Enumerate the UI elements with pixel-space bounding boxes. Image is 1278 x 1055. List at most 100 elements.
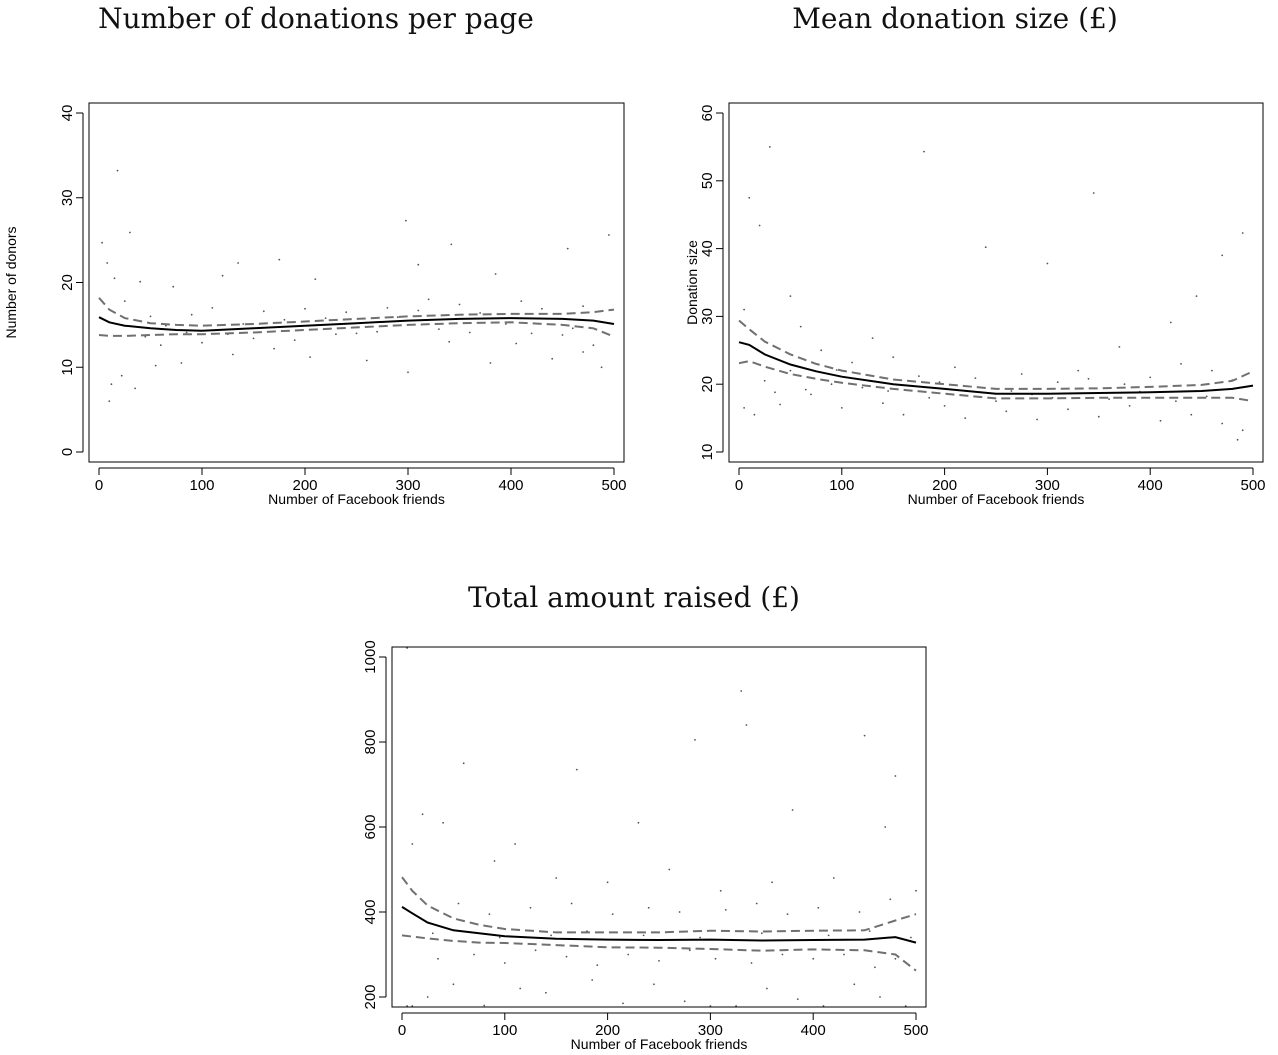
lower-confidence-band bbox=[738, 360, 1254, 403]
x-tick-label: 500 bbox=[903, 1022, 928, 1039]
data-point bbox=[928, 396, 931, 399]
data-point bbox=[172, 285, 175, 288]
data-point bbox=[830, 383, 833, 386]
data-point bbox=[600, 366, 603, 369]
x-axis-label: Number of Facebook friends bbox=[268, 491, 445, 507]
data-point bbox=[582, 305, 584, 308]
data-point bbox=[134, 387, 137, 390]
data-point bbox=[892, 356, 895, 358]
data-point bbox=[448, 340, 451, 343]
data-point bbox=[293, 339, 296, 341]
data-point bbox=[396, 316, 399, 319]
x-tick-label: 0 bbox=[398, 1022, 406, 1039]
data-point bbox=[1205, 395, 1208, 398]
data-point bbox=[832, 877, 835, 879]
data-point bbox=[473, 953, 475, 956]
data-point bbox=[1056, 381, 1059, 384]
plot-frame bbox=[391, 646, 927, 1008]
data-point bbox=[868, 930, 871, 932]
data-point bbox=[904, 1005, 907, 1007]
data-point bbox=[871, 337, 874, 339]
data-point bbox=[520, 300, 523, 302]
data-point bbox=[889, 898, 892, 901]
x-tick-label: 100 bbox=[189, 477, 214, 494]
x-tick-label: 100 bbox=[829, 477, 854, 494]
data-point bbox=[575, 768, 578, 771]
data-point bbox=[149, 315, 152, 318]
data-point bbox=[304, 307, 306, 310]
x-tick-label: 500 bbox=[601, 477, 626, 494]
data-point bbox=[376, 330, 378, 333]
x-axis-label: Number of Facebook friends bbox=[571, 1036, 748, 1052]
data-point bbox=[386, 307, 389, 309]
data-point bbox=[653, 983, 655, 986]
data-point bbox=[954, 366, 956, 369]
data-point bbox=[530, 332, 533, 335]
x-tick-label: 300 bbox=[1035, 477, 1060, 494]
data-point bbox=[694, 739, 696, 741]
y-tick-label: 800 bbox=[362, 729, 379, 754]
data-point bbox=[406, 647, 408, 649]
data-point bbox=[1169, 321, 1172, 324]
data-point bbox=[974, 377, 977, 379]
x-tick-label: 200 bbox=[292, 477, 317, 494]
data-point bbox=[1180, 363, 1182, 365]
data-point bbox=[190, 313, 193, 316]
data-point bbox=[606, 881, 609, 884]
plot-frame bbox=[88, 102, 625, 463]
data-point bbox=[427, 298, 430, 301]
y-tick-label: 200 bbox=[362, 984, 379, 1009]
data-point bbox=[943, 405, 946, 407]
data-point bbox=[1097, 415, 1100, 418]
data-point bbox=[755, 902, 758, 905]
data-point bbox=[242, 323, 245, 325]
data-point bbox=[505, 323, 507, 325]
data-point bbox=[984, 246, 987, 249]
upper-confidence-band bbox=[98, 297, 615, 327]
y-tick-label: 50 bbox=[699, 172, 716, 189]
upper-confidence-band bbox=[738, 319, 1254, 390]
data-point bbox=[550, 934, 552, 937]
data-point bbox=[596, 964, 599, 966]
data-point bbox=[861, 386, 864, 389]
data-point bbox=[571, 327, 574, 330]
data-point bbox=[840, 407, 843, 409]
data-point bbox=[1159, 419, 1162, 422]
data-point bbox=[750, 962, 753, 964]
data-point bbox=[743, 407, 745, 409]
data-point bbox=[519, 987, 522, 990]
data-point bbox=[570, 902, 573, 905]
data-point bbox=[283, 318, 286, 321]
data-point bbox=[863, 734, 866, 737]
x-tick-label: 200 bbox=[932, 477, 957, 494]
data-point bbox=[683, 1000, 686, 1003]
data-point bbox=[159, 344, 162, 347]
data-point bbox=[489, 362, 492, 364]
x-axis-label: Number of Facebook friends bbox=[908, 491, 1085, 507]
upper-confidence-band bbox=[401, 876, 917, 934]
data-point bbox=[915, 889, 917, 892]
data-point bbox=[545, 991, 547, 994]
x-tick-label: 0 bbox=[95, 477, 103, 494]
data-point bbox=[719, 889, 722, 892]
data-point bbox=[442, 821, 444, 824]
data-point bbox=[843, 953, 845, 956]
data-point bbox=[882, 402, 884, 405]
data-point bbox=[411, 843, 414, 845]
data-point bbox=[468, 331, 471, 334]
y-tick-label: 20 bbox=[59, 274, 76, 291]
data-point bbox=[699, 936, 701, 939]
data-point bbox=[810, 393, 812, 396]
data-point bbox=[894, 775, 897, 777]
data-point bbox=[417, 309, 420, 312]
data-point bbox=[1092, 192, 1095, 194]
data-point bbox=[1221, 422, 1224, 425]
data-point bbox=[551, 357, 554, 360]
y-tick-label: 10 bbox=[59, 359, 76, 376]
lower-confidence-band bbox=[401, 934, 917, 972]
data-point bbox=[110, 383, 113, 386]
data-point bbox=[221, 274, 224, 277]
data-point bbox=[1195, 295, 1198, 297]
data-point bbox=[165, 324, 167, 327]
data-point bbox=[786, 913, 789, 915]
